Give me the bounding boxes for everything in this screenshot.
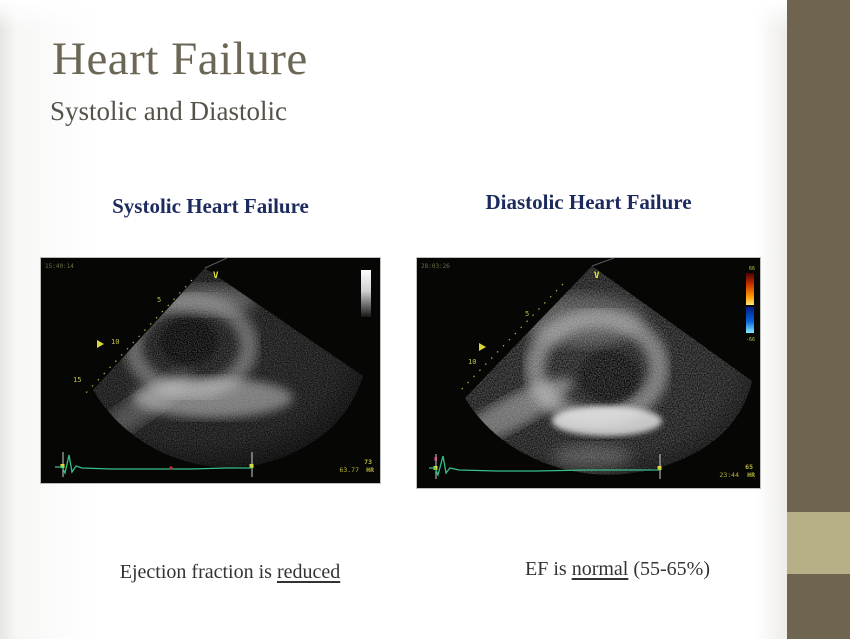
systolic-heading: Systolic Heart Failure <box>112 194 309 218</box>
heart-rate-value: 65 <box>745 463 753 471</box>
depth-marker-triangle-icon <box>479 343 486 351</box>
diastolic-heading: Diastolic Heart Failure <box>485 190 692 214</box>
echo-stats: 65 23:44 HR <box>719 463 755 479</box>
grayscale-bar <box>361 270 371 317</box>
color-scale-bottom-label: -66 <box>746 337 755 343</box>
diastolic-echo-canvas: 5 10 V 28:03:26 66 -66 65 23:44 <box>417 258 760 488</box>
right-accent-bar <box>787 0 850 639</box>
caption-text: (55-65%) <box>628 558 710 580</box>
depth-marker-triangle-icon <box>97 340 104 348</box>
apex-guide-line <box>591 258 615 267</box>
orientation-marker-v: V <box>594 271 600 281</box>
depth-label-15: 15 <box>73 376 81 384</box>
slide-title: Heart Failure <box>52 33 308 85</box>
color-scale-top-label: 66 <box>749 266 755 272</box>
orientation-marker-v: V <box>213 271 219 281</box>
systolic-caption: Ejection fraction is reduced <box>60 561 400 584</box>
heart-rate-label: HR <box>366 466 374 474</box>
slide-subtitle: Systolic and Diastolic <box>50 96 287 126</box>
ecg-cursor-dot <box>169 466 173 470</box>
apex-guide-line <box>204 258 228 269</box>
depth-label-5: 5 <box>157 296 161 304</box>
heart-rate-value: 73 <box>364 458 372 466</box>
ecg-marker-tick <box>434 457 437 461</box>
echo-timestamp: 28:03:26 <box>421 263 450 270</box>
diastolic-echo-image: 5 10 V 28:03:26 66 -66 65 23:44 <box>417 258 760 488</box>
diastolic-caption: EF is normal (55-65%) <box>445 558 790 581</box>
accent-khaki-block <box>787 512 850 574</box>
caption-text: Ejection fraction is <box>119 561 277 583</box>
depth-label-10: 10 <box>111 338 119 346</box>
ecg-trace <box>55 454 252 475</box>
stat-secondary-value: 23:44 <box>719 471 739 479</box>
caption-underlined-word: normal <box>571 558 629 580</box>
depth-scale-dotted-line <box>84 279 193 395</box>
echo-timestamp: 15:40:14 <box>45 263 74 270</box>
doppler-color-bar: 66 -66 <box>746 266 755 343</box>
ecg-strip <box>429 454 662 479</box>
ecg-trace <box>429 455 660 477</box>
echo-stats: 73 63.77 HR <box>339 458 374 474</box>
caption-text: EF is <box>525 558 572 580</box>
heart-rate-label: HR <box>747 471 755 479</box>
systolic-echo-image: 5 10 15 V 15:40:14 73 63.77 HR <box>41 258 380 483</box>
depth-label-5: 5 <box>525 310 529 318</box>
systolic-echo-canvas: 5 10 15 V 15:40:14 73 63.77 HR <box>41 258 380 483</box>
stat-secondary-value: 63.77 <box>339 466 359 474</box>
caption-underlined-word: reduced <box>276 561 341 583</box>
depth-label-10: 10 <box>468 358 476 366</box>
ecg-strip <box>55 452 254 477</box>
